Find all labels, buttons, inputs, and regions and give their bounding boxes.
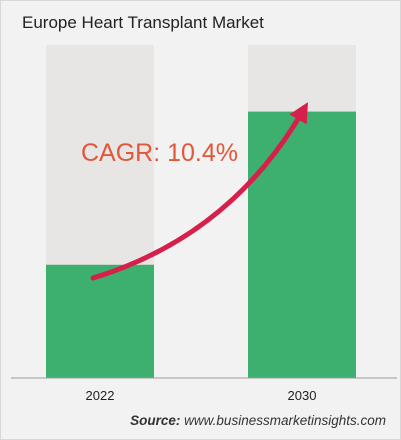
cagr-annotation: CAGR: 10.4% (81, 139, 238, 167)
source-label: Source: (130, 413, 181, 428)
bar-2022 (46, 264, 154, 378)
chart-title: Europe Heart Transplant Market (22, 13, 264, 32)
x-tick-label-2030: 2030 (288, 388, 317, 403)
bar-2030 (248, 111, 356, 378)
source-url: www.businessmarketinsights.com (184, 413, 386, 428)
bar-chart: 2022 2030 CAGR: 10.4% (11, 45, 397, 403)
cagr-arrow (90, 102, 308, 281)
source-note: Source: www.businessmarketinsights.com (130, 413, 386, 428)
x-tick-label-2022: 2022 (86, 388, 115, 403)
